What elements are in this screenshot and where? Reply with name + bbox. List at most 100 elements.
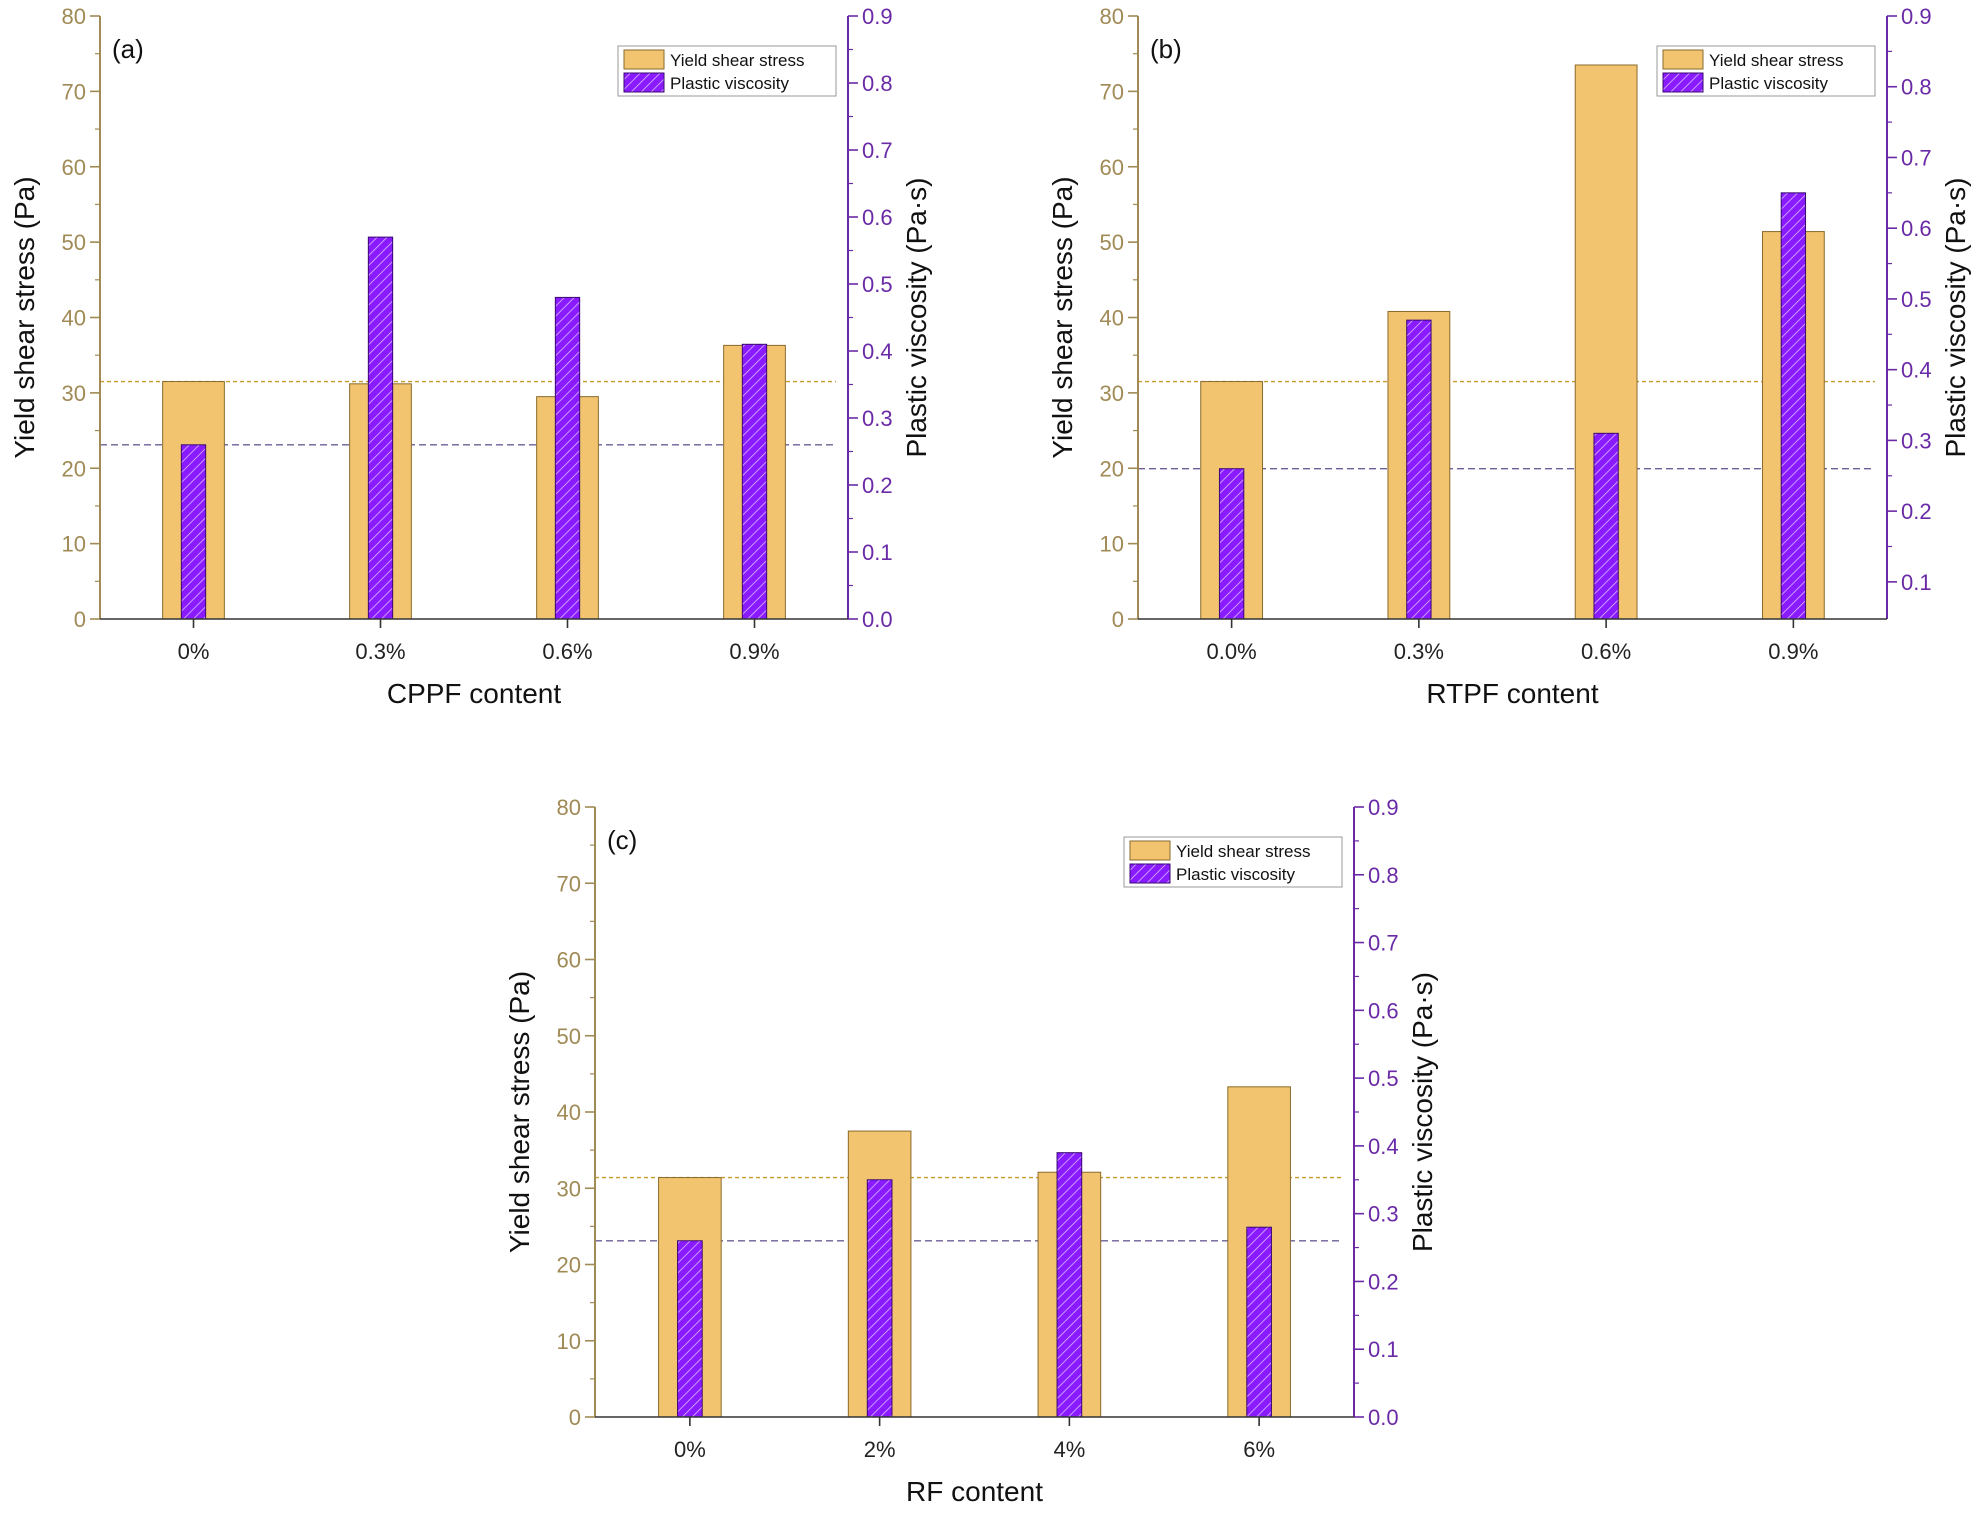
legend-label-viscosity: Plastic viscosity bbox=[670, 74, 790, 93]
x-tick-label: 0.0% bbox=[1207, 639, 1257, 664]
y-tick-label-right: 0.3 bbox=[1901, 428, 1932, 453]
y-tick-label-right: 0.6 bbox=[1901, 216, 1932, 241]
y-tick-label-right: 0.7 bbox=[1901, 145, 1932, 170]
panel-b: 0 10 20 30 40 50 60 70 80 0.1 0.2 0.3 0.4 0.5 0.6 0.7 0.… bbox=[1047, 4, 1971, 709]
x-tick-label: 0.9% bbox=[1768, 639, 1818, 664]
x-tick-label: 0% bbox=[674, 1437, 706, 1462]
x-axis-title: RTPF content bbox=[1426, 678, 1598, 709]
panel-label: (b) bbox=[1150, 34, 1182, 64]
y-tick-label-left: 30 bbox=[62, 381, 86, 406]
y-tick-label-left: 60 bbox=[557, 948, 581, 973]
legend-swatch-viscosity bbox=[1129, 863, 1171, 884]
legend-label-viscosity: Plastic viscosity bbox=[1176, 865, 1296, 884]
bar-plastic-viscosity bbox=[554, 296, 581, 620]
y-tick-label-right: 0.9 bbox=[1368, 795, 1399, 820]
y-tick-label-left: 20 bbox=[557, 1253, 581, 1278]
panel-a: 0 10 20 30 40 50 60 70 80 0.0 0.1 0.2 0.3 0.4 0.5 0.6 0.… bbox=[9, 4, 932, 709]
bar-plastic-viscosity bbox=[1246, 1226, 1272, 1418]
legend-label-yield: Yield shear stress bbox=[1176, 842, 1310, 861]
y-tick-label-right: 0.0 bbox=[862, 607, 893, 632]
panel-c: 0 10 20 30 40 50 60 70 80 0.0 0.1 0.2 0.3 0.4 0.5 0.6 0.… bbox=[504, 795, 1438, 1507]
panel-label: (c) bbox=[607, 825, 637, 855]
bar-plastic-viscosity bbox=[866, 1179, 893, 1418]
y-tick-label-left: 60 bbox=[1100, 155, 1124, 180]
y-tick-label-left: 80 bbox=[1100, 4, 1124, 29]
y-tick-label-left: 80 bbox=[557, 795, 581, 820]
y-tick-label-right: 0.3 bbox=[862, 406, 893, 431]
legend: Yield shear stress Plastic viscosity bbox=[1656, 45, 1876, 97]
x-axis-title: CPPF content bbox=[387, 678, 562, 709]
y-tick-label-left: 30 bbox=[1100, 381, 1124, 406]
y-tick-label-right: 0.2 bbox=[862, 473, 893, 498]
y-tick-label-right: 0.3 bbox=[1368, 1202, 1399, 1227]
bar-plastic-viscosity bbox=[1406, 319, 1432, 620]
y-tick-label-left: 20 bbox=[1100, 456, 1124, 481]
y-tick-label-left: 0 bbox=[1112, 607, 1124, 632]
x-tick-label: 0% bbox=[178, 639, 210, 664]
y-axis-title-right: Plastic viscosity (Pa·s) bbox=[901, 177, 932, 457]
y-tick-label-left: 40 bbox=[557, 1100, 581, 1125]
y-tick-label-right: 0.7 bbox=[862, 138, 893, 163]
y-tick-label-left: 60 bbox=[62, 155, 86, 180]
y-tick-label-right: 0.4 bbox=[862, 339, 893, 364]
y-tick-label-left: 10 bbox=[1100, 532, 1124, 557]
y-tick-label-right: 0.1 bbox=[862, 540, 893, 565]
y-tick-label-right: 0.1 bbox=[1901, 570, 1932, 595]
y-tick-label-left: 10 bbox=[557, 1329, 581, 1354]
x-tick-label: 0.3% bbox=[1394, 639, 1444, 664]
y-tick-label-right: 0.9 bbox=[1901, 4, 1932, 29]
y-tick-label-right: 0.5 bbox=[1901, 287, 1932, 312]
y-axis-title-left: Yield shear stress (Pa) bbox=[1047, 176, 1078, 458]
y-tick-label-right: 0.2 bbox=[1901, 499, 1932, 524]
y-tick-label-left: 40 bbox=[62, 306, 86, 331]
x-tick-label: 4% bbox=[1053, 1437, 1085, 1462]
bar-plastic-viscosity bbox=[1780, 192, 1807, 620]
x-tick-label: 0.6% bbox=[542, 639, 592, 664]
y-tick-label-right: 0.7 bbox=[1368, 931, 1399, 956]
y-tick-label-right: 0.6 bbox=[1368, 998, 1399, 1023]
bar-plastic-viscosity bbox=[677, 1240, 703, 1418]
x-tick-label: 0.6% bbox=[1581, 639, 1631, 664]
y-axis-title-left: Yield shear stress (Pa) bbox=[504, 971, 535, 1253]
y-tick-label-left: 70 bbox=[62, 79, 86, 104]
y-tick-label-right: 0.6 bbox=[862, 205, 893, 230]
y-tick-label-left: 70 bbox=[557, 871, 581, 896]
bar-plastic-viscosity bbox=[1593, 432, 1619, 620]
legend-swatch-yield bbox=[623, 49, 665, 70]
y-tick-label-left: 30 bbox=[557, 1176, 581, 1201]
y-tick-label-left: 50 bbox=[557, 1024, 581, 1049]
legend-label-viscosity: Plastic viscosity bbox=[1709, 74, 1829, 93]
y-tick-label-right: 0.5 bbox=[1368, 1066, 1399, 1091]
y-axis-title-right: Plastic viscosity (Pa·s) bbox=[1940, 177, 1971, 457]
y-tick-label-right: 0.9 bbox=[862, 4, 893, 29]
bar-plastic-viscosity bbox=[367, 236, 394, 620]
y-tick-label-right: 0.1 bbox=[1368, 1337, 1399, 1362]
bar-plastic-viscosity bbox=[1218, 468, 1245, 620]
y-tick-label-right: 0.8 bbox=[1901, 75, 1932, 100]
y-axis-title-left: Yield shear stress (Pa) bbox=[9, 176, 40, 458]
bar-plastic-viscosity bbox=[1056, 1152, 1083, 1418]
y-tick-label-left: 50 bbox=[62, 230, 86, 255]
y-tick-label-left: 40 bbox=[1100, 306, 1124, 331]
legend-swatch-yield bbox=[1662, 49, 1704, 70]
legend-label-yield: Yield shear stress bbox=[1709, 51, 1843, 70]
y-tick-label-left: 20 bbox=[62, 456, 86, 481]
bar-plastic-viscosity bbox=[180, 444, 207, 620]
y-tick-label-left: 80 bbox=[62, 4, 86, 29]
y-tick-label-right: 0.8 bbox=[862, 71, 893, 96]
y-tick-label-right: 0.5 bbox=[862, 272, 893, 297]
y-tick-label-left: 70 bbox=[1100, 79, 1124, 104]
legend-swatch-viscosity bbox=[1662, 72, 1704, 93]
y-axis-title-right: Plastic viscosity (Pa·s) bbox=[1407, 972, 1438, 1252]
legend: Yield shear stress Plastic viscosity bbox=[1123, 836, 1343, 888]
legend-swatch-yield bbox=[1129, 840, 1171, 861]
y-tick-label-right: 0.0 bbox=[1368, 1405, 1399, 1430]
y-tick-label-right: 0.4 bbox=[1368, 1134, 1399, 1159]
legend-swatch-viscosity bbox=[623, 72, 665, 93]
x-tick-label: 6% bbox=[1243, 1437, 1275, 1462]
x-axis-title: RF content bbox=[906, 1476, 1043, 1507]
y-tick-label-left: 0 bbox=[569, 1405, 581, 1430]
y-tick-label-right: 0.2 bbox=[1368, 1269, 1399, 1294]
y-tick-label-left: 10 bbox=[62, 532, 86, 557]
